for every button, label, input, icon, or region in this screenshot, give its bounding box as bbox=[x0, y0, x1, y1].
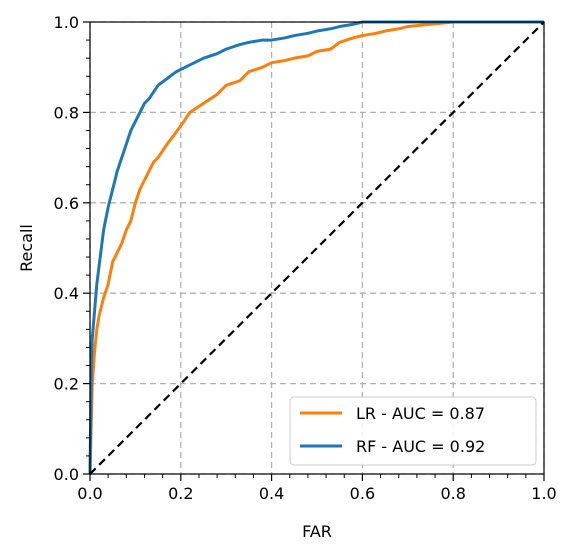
x-tick-label: 0.8 bbox=[440, 484, 465, 503]
tick-layer: 0.0 0.2 0.4 0.6 0.8 1.0 0.0 0.2 0.4 0.6 0.8 1.0 bbox=[54, 13, 557, 503]
y-tick-label: 0.2 bbox=[54, 375, 79, 394]
series-line-lr bbox=[88, 20, 544, 475]
y-tick-label: 0.4 bbox=[54, 284, 79, 303]
y-tick-label: 0.8 bbox=[54, 103, 79, 122]
legend-label-rf: RF - AUC = 0.92 bbox=[356, 437, 485, 456]
axes-layer bbox=[89, 21, 545, 475]
legend: LR - AUC = 0.87 RF - AUC = 0.92 bbox=[289, 396, 537, 466]
y-tick-label: 1.0 bbox=[54, 13, 79, 32]
plot-frame bbox=[89, 21, 545, 475]
y-tick-label: 0.0 bbox=[54, 465, 79, 484]
legend-box bbox=[289, 396, 537, 466]
x-tick-label: 0.0 bbox=[77, 484, 102, 503]
x-tick-label: 1.0 bbox=[531, 484, 556, 503]
x-tick-label: 0.4 bbox=[259, 484, 284, 503]
x-tick-label: 0.2 bbox=[168, 484, 193, 503]
y-tick-label: 0.6 bbox=[54, 194, 79, 213]
y-axis-title: Recall bbox=[17, 224, 36, 272]
legend-label-lr: LR - AUC = 0.87 bbox=[356, 404, 485, 423]
x-tick-label: 0.6 bbox=[350, 484, 375, 503]
x-axis-title: FAR bbox=[302, 522, 332, 541]
reference-diagonal bbox=[89, 21, 545, 475]
